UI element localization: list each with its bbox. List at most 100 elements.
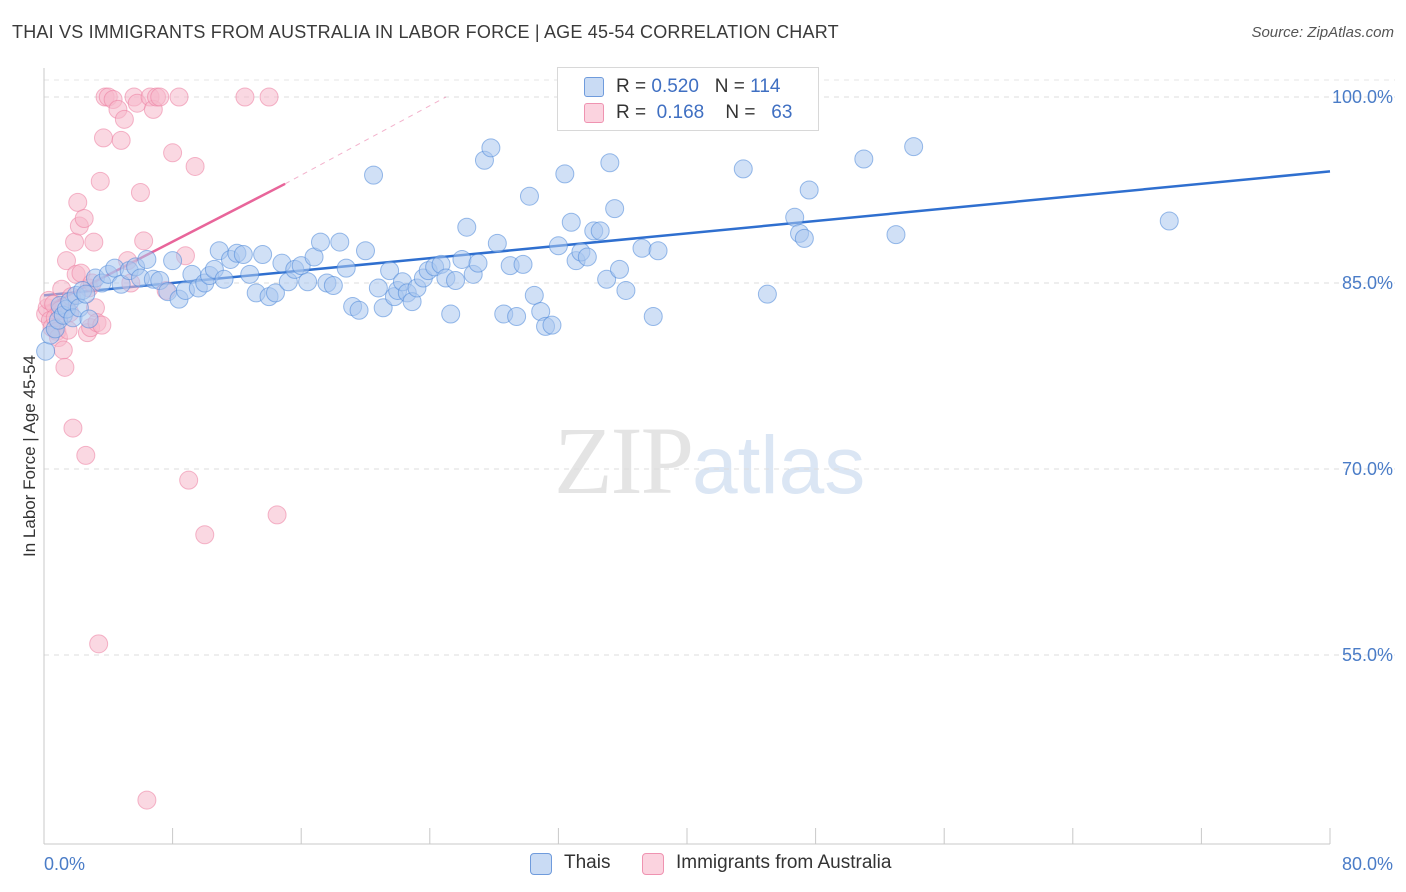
aus-point bbox=[63, 418, 83, 438]
aus-point bbox=[90, 171, 110, 191]
thais-point bbox=[76, 284, 96, 304]
stats-legend: R = 0.520 N = 114 R = 0.168 N = 63 bbox=[557, 67, 819, 131]
thais-point bbox=[79, 309, 99, 329]
thais-point bbox=[643, 306, 663, 326]
x-tick-label: 80.0% bbox=[1342, 854, 1393, 874]
aus-point bbox=[76, 445, 96, 465]
thais-point bbox=[757, 284, 777, 304]
aus-point bbox=[68, 192, 88, 212]
thais-point bbox=[548, 236, 568, 256]
thais-point bbox=[380, 261, 400, 281]
aus-point bbox=[185, 156, 205, 176]
aus-point bbox=[195, 525, 215, 545]
chart-title: THAI VS IMMIGRANTS FROM AUSTRALIA IN LAB… bbox=[12, 22, 839, 42]
aus-point bbox=[150, 87, 170, 107]
aus-point bbox=[267, 505, 287, 525]
aus-point bbox=[57, 251, 77, 271]
thais-point bbox=[330, 232, 350, 252]
thais-point bbox=[349, 300, 369, 320]
thais-point bbox=[368, 278, 388, 298]
aus-point bbox=[55, 357, 75, 377]
thais-point bbox=[886, 225, 906, 245]
n-value: 63 bbox=[771, 102, 793, 123]
thais-point bbox=[648, 241, 668, 261]
watermark: ZIPatlas bbox=[554, 405, 865, 516]
source-label: Source: ZipAtlas.com bbox=[1251, 24, 1394, 41]
aus-point bbox=[134, 231, 154, 251]
thais-point bbox=[513, 254, 533, 274]
thais-point bbox=[854, 149, 874, 169]
y-tick-label: 100.0% bbox=[1332, 87, 1393, 107]
n-label: N = bbox=[725, 102, 756, 123]
n-label: N = bbox=[714, 76, 745, 97]
thais-point bbox=[214, 269, 234, 289]
aus-point bbox=[53, 340, 73, 360]
thais-swatch bbox=[530, 853, 552, 875]
tick-labels: 55.0% 70.0% 85.0% 100.0% 0.0% 80.0% bbox=[44, 87, 1393, 874]
aus-swatch bbox=[584, 103, 604, 123]
aus-trend-extension bbox=[284, 96, 447, 185]
thais-point bbox=[542, 315, 562, 335]
aus-point bbox=[93, 128, 113, 148]
thais-point bbox=[336, 258, 356, 278]
thais-point bbox=[605, 199, 625, 219]
thais-point bbox=[240, 264, 260, 284]
thais-point bbox=[600, 153, 620, 173]
thais-point bbox=[323, 275, 343, 295]
thais-point bbox=[616, 280, 636, 300]
thais-point bbox=[597, 269, 617, 289]
axes bbox=[43, 68, 1331, 845]
r-label: R = bbox=[616, 76, 647, 97]
data-points bbox=[36, 87, 1179, 810]
series-legend: Thais Immigrants from Australia bbox=[0, 850, 1406, 880]
x-tick-label: 0.0% bbox=[44, 854, 85, 874]
watermark-zip: ZIP bbox=[554, 407, 694, 514]
thais-point bbox=[487, 233, 507, 253]
thais-point bbox=[298, 272, 318, 292]
thais-point bbox=[137, 249, 157, 269]
thais-point bbox=[733, 159, 753, 179]
aus-point bbox=[65, 232, 85, 252]
n-value: 114 bbox=[750, 76, 781, 97]
thais-point bbox=[441, 304, 461, 324]
legend-label: Thais bbox=[564, 852, 611, 873]
aus-point bbox=[179, 470, 199, 490]
thais-point bbox=[519, 186, 539, 206]
thais-swatch bbox=[584, 77, 604, 97]
thais-point bbox=[507, 306, 527, 326]
thais-point bbox=[577, 247, 597, 267]
thais-point bbox=[1159, 211, 1179, 231]
thais-point bbox=[163, 251, 183, 271]
thais-point bbox=[457, 217, 477, 237]
r-value: 0.168 bbox=[656, 102, 705, 123]
r-label: R = bbox=[616, 102, 647, 123]
legend-label: Immigrants from Australia bbox=[676, 852, 892, 873]
r-value: 0.520 bbox=[651, 76, 699, 97]
thais-point bbox=[799, 180, 819, 200]
thais-point bbox=[524, 285, 544, 305]
thais-point bbox=[555, 164, 575, 184]
y-tick-label: 85.0% bbox=[1342, 273, 1393, 293]
thais-point bbox=[310, 232, 330, 252]
thais-point bbox=[356, 241, 375, 261]
thais-point bbox=[233, 244, 253, 264]
thais-point bbox=[785, 207, 805, 227]
aus-point bbox=[235, 87, 255, 107]
thais-point bbox=[468, 253, 488, 273]
aus-point bbox=[114, 109, 134, 129]
aus-point bbox=[130, 182, 150, 202]
thais-point bbox=[609, 259, 629, 279]
thais-trend-line bbox=[43, 170, 1331, 297]
aus-swatch bbox=[642, 853, 664, 875]
aus-point bbox=[74, 209, 94, 229]
gridlines bbox=[44, 79, 1395, 656]
thais-point bbox=[253, 244, 273, 264]
aus-point bbox=[84, 232, 104, 252]
aus-point bbox=[137, 790, 157, 810]
thais-point bbox=[446, 271, 466, 291]
thais-point bbox=[481, 138, 501, 158]
aus-point bbox=[111, 130, 131, 150]
thais-point bbox=[265, 283, 285, 303]
aus-point bbox=[259, 87, 279, 107]
